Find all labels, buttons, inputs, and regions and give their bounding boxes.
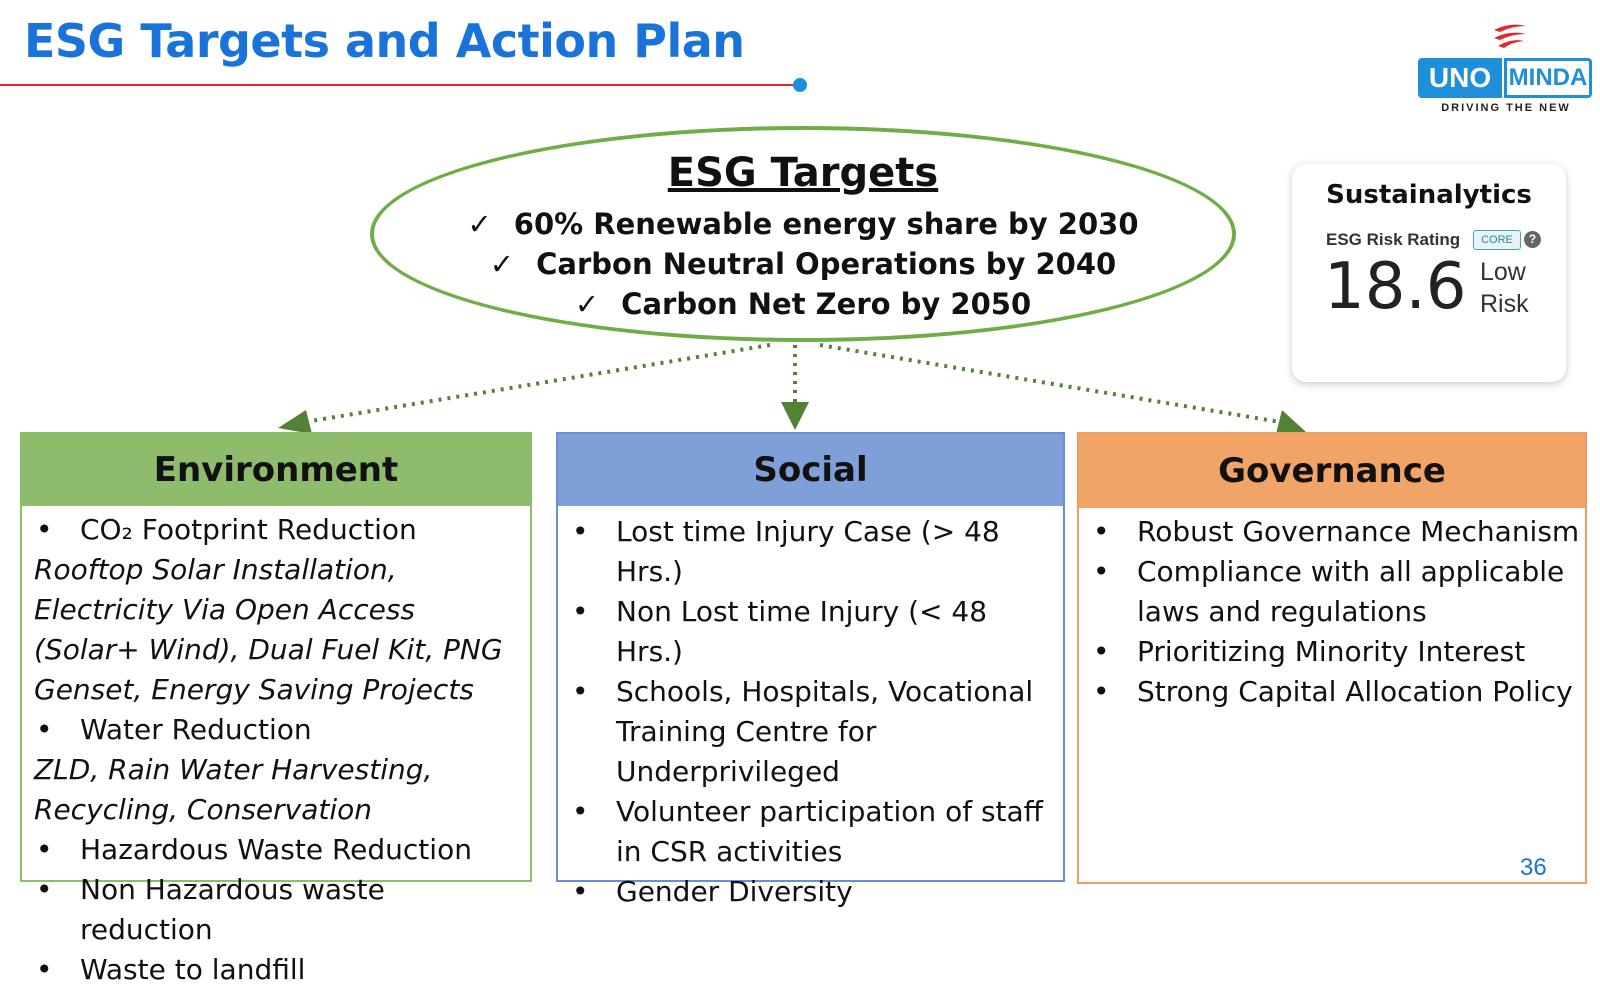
list-item: Non Hazardous waste reduction xyxy=(34,870,526,950)
page-title: ESG Targets and Action Plan xyxy=(24,14,745,68)
logo-tagline: DRIVING THE NEW xyxy=(1441,102,1571,114)
social-list: Lost time Injury Case (> 48 Hrs.) Non Lo… xyxy=(570,512,1059,912)
title-underline-dot xyxy=(793,78,807,92)
list-item: Lost time Injury Case (> 48 Hrs.) xyxy=(570,512,1059,592)
risk-level: Low Risk xyxy=(1480,256,1529,320)
risk-level-line1: Low xyxy=(1480,258,1526,286)
list-item: Robust Governance Mechanism xyxy=(1091,512,1581,552)
governance-list: Robust Governance Mechanism Compliance w… xyxy=(1091,512,1581,712)
target-item-text: Carbon Net Zero by 2050 xyxy=(621,287,1032,321)
list-item: Water Reduction xyxy=(34,710,526,750)
list-item-detail: Rooftop Solar Installation, Electricity … xyxy=(34,553,503,706)
governance-heading: Governance xyxy=(1079,434,1585,508)
risk-score: 18.6 xyxy=(1324,250,1467,324)
target-item-3: ✓ Carbon Net Zero by 2050 xyxy=(370,287,1236,321)
arrowhead-social xyxy=(781,402,809,430)
environment-box: Environment CO₂ Footprint Reduction Roof… xyxy=(20,432,532,990)
governance-box: Governance Robust Governance Mechanism C… xyxy=(1077,432,1587,884)
core-badge: CORE xyxy=(1473,230,1521,250)
target-item-text: Carbon Neutral Operations by 2040 xyxy=(536,247,1117,281)
list-item: Non Lost time Injury (< 48 Hrs.) xyxy=(570,592,1059,672)
esg-targets-ellipse xyxy=(370,126,1236,342)
logo-minda-text: MINDA xyxy=(1504,58,1592,98)
uno-minda-logo: UNO MINDA DRIVING THE NEW xyxy=(1418,18,1594,118)
list-item: Volunteer participation of staff in CSR … xyxy=(570,792,1059,872)
target-item-2: ✓ Carbon Neutral Operations by 2040 xyxy=(370,247,1236,281)
social-box: Social Lost time Injury Case (> 48 Hrs.)… xyxy=(556,432,1065,912)
risk-level-line2: Risk xyxy=(1480,290,1529,318)
arrowhead-governance xyxy=(1276,410,1306,434)
logo-swirl-icon xyxy=(1494,24,1526,48)
target-item-text: 60% Renewable energy share by 2030 xyxy=(513,207,1139,241)
social-heading: Social xyxy=(558,434,1063,506)
arrowhead-environment xyxy=(278,410,312,434)
list-item-detail: ZLD, Rain Water Harvesting, Recycling, C… xyxy=(34,753,433,826)
target-item-1: ✓ 60% Renewable energy share by 2030 xyxy=(370,207,1236,241)
environment-heading: Environment xyxy=(22,434,530,506)
list-item: Waste to landfill xyxy=(34,950,526,990)
check-icon: ✓ xyxy=(489,247,515,281)
list-item: Compliance with all applicable laws and … xyxy=(1091,552,1581,632)
check-icon: ✓ xyxy=(467,207,492,241)
page-number: 36 xyxy=(1520,854,1547,881)
list-item: CO₂ Footprint Reduction xyxy=(34,510,526,550)
esg-targets-title: ESG Targets xyxy=(667,150,939,196)
logo-uno-text: UNO xyxy=(1418,58,1502,98)
help-icon[interactable]: ? xyxy=(1524,231,1541,248)
esg-risk-rating-label: ESG Risk Rating xyxy=(1326,230,1461,249)
title-underline xyxy=(0,84,800,86)
list-item: Strong Capital Allocation Policy xyxy=(1091,672,1581,712)
connector-arrows xyxy=(278,343,1306,434)
environment-list: CO₂ Footprint Reduction Rooftop Solar In… xyxy=(34,510,526,990)
list-item: Prioritizing Minority Interest xyxy=(1091,632,1581,672)
list-item: Hazardous Waste Reduction xyxy=(34,830,526,870)
card-title: Sustainalytics xyxy=(1326,180,1532,210)
list-item: Schools, Hospitals, Vocational Training … xyxy=(570,672,1059,792)
check-icon: ✓ xyxy=(574,287,600,321)
list-item: Gender Diversity xyxy=(570,872,1059,912)
sustainalytics-card: Sustainalytics ESG Risk Rating CORE ? 18… xyxy=(1292,164,1566,382)
